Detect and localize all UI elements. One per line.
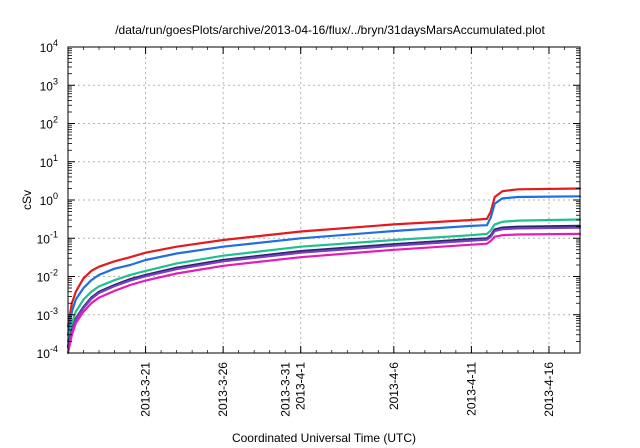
y-tick-exponent: -1 — [50, 229, 58, 239]
y-tick-exponent: 3 — [53, 76, 58, 86]
x-tick-label: 2013-4-11 — [464, 362, 478, 416]
y-tick-label: 10-1 — [37, 229, 58, 246]
series-group — [66, 187, 582, 355]
grid — [68, 47, 580, 353]
series-line-3 — [66, 218, 582, 343]
y-tick-exponent: 4 — [53, 38, 58, 48]
y-tick-exponent: -3 — [50, 306, 58, 316]
y-tick-exponent: -4 — [50, 344, 58, 354]
y-tick-exponent: 1 — [53, 153, 58, 163]
x-axis-label: Coordinated Universal Time (UTC) — [232, 431, 416, 445]
x-tick-label: 2013-3-26 — [216, 362, 230, 417]
y-tick-label: 104 — [40, 38, 58, 55]
x-tick-label: 2013-4-16 — [542, 362, 556, 417]
y-tick-label: 10-2 — [37, 268, 58, 285]
x-tick-label: 2013-4-1 — [294, 362, 308, 410]
y-tick-label: 10-3 — [37, 306, 58, 323]
chart-title: /data/run/goesPlots/archive/2013-04-16/f… — [115, 23, 545, 37]
series-line-6 — [66, 232, 582, 355]
y-tick-label: 101 — [40, 153, 58, 170]
y-tick-exponent: 0 — [53, 191, 58, 201]
series-line-2 — [66, 195, 582, 336]
x-tick-label: 2013-3-21 — [139, 362, 153, 417]
y-tick-label: 10-4 — [37, 344, 58, 361]
y-tick-label: 102 — [40, 115, 58, 132]
x-axis: 2013-3-21 2013-3-26 2013-3-31 2013-4-1 2013-… — [83, 47, 565, 417]
y-tick-exponent: 2 — [53, 115, 58, 125]
y-axis-label: cSv — [20, 190, 34, 210]
x-tick-label: 2013-3-31 — [279, 362, 293, 417]
series-line-1 — [66, 187, 582, 328]
y-tick-label: 103 — [40, 76, 58, 93]
x-tick-label: 2013-4-6 — [387, 362, 401, 410]
y-tick-exponent: -2 — [50, 268, 58, 278]
y-tick-label: 100 — [40, 191, 58, 208]
series-line-5 — [66, 226, 582, 349]
